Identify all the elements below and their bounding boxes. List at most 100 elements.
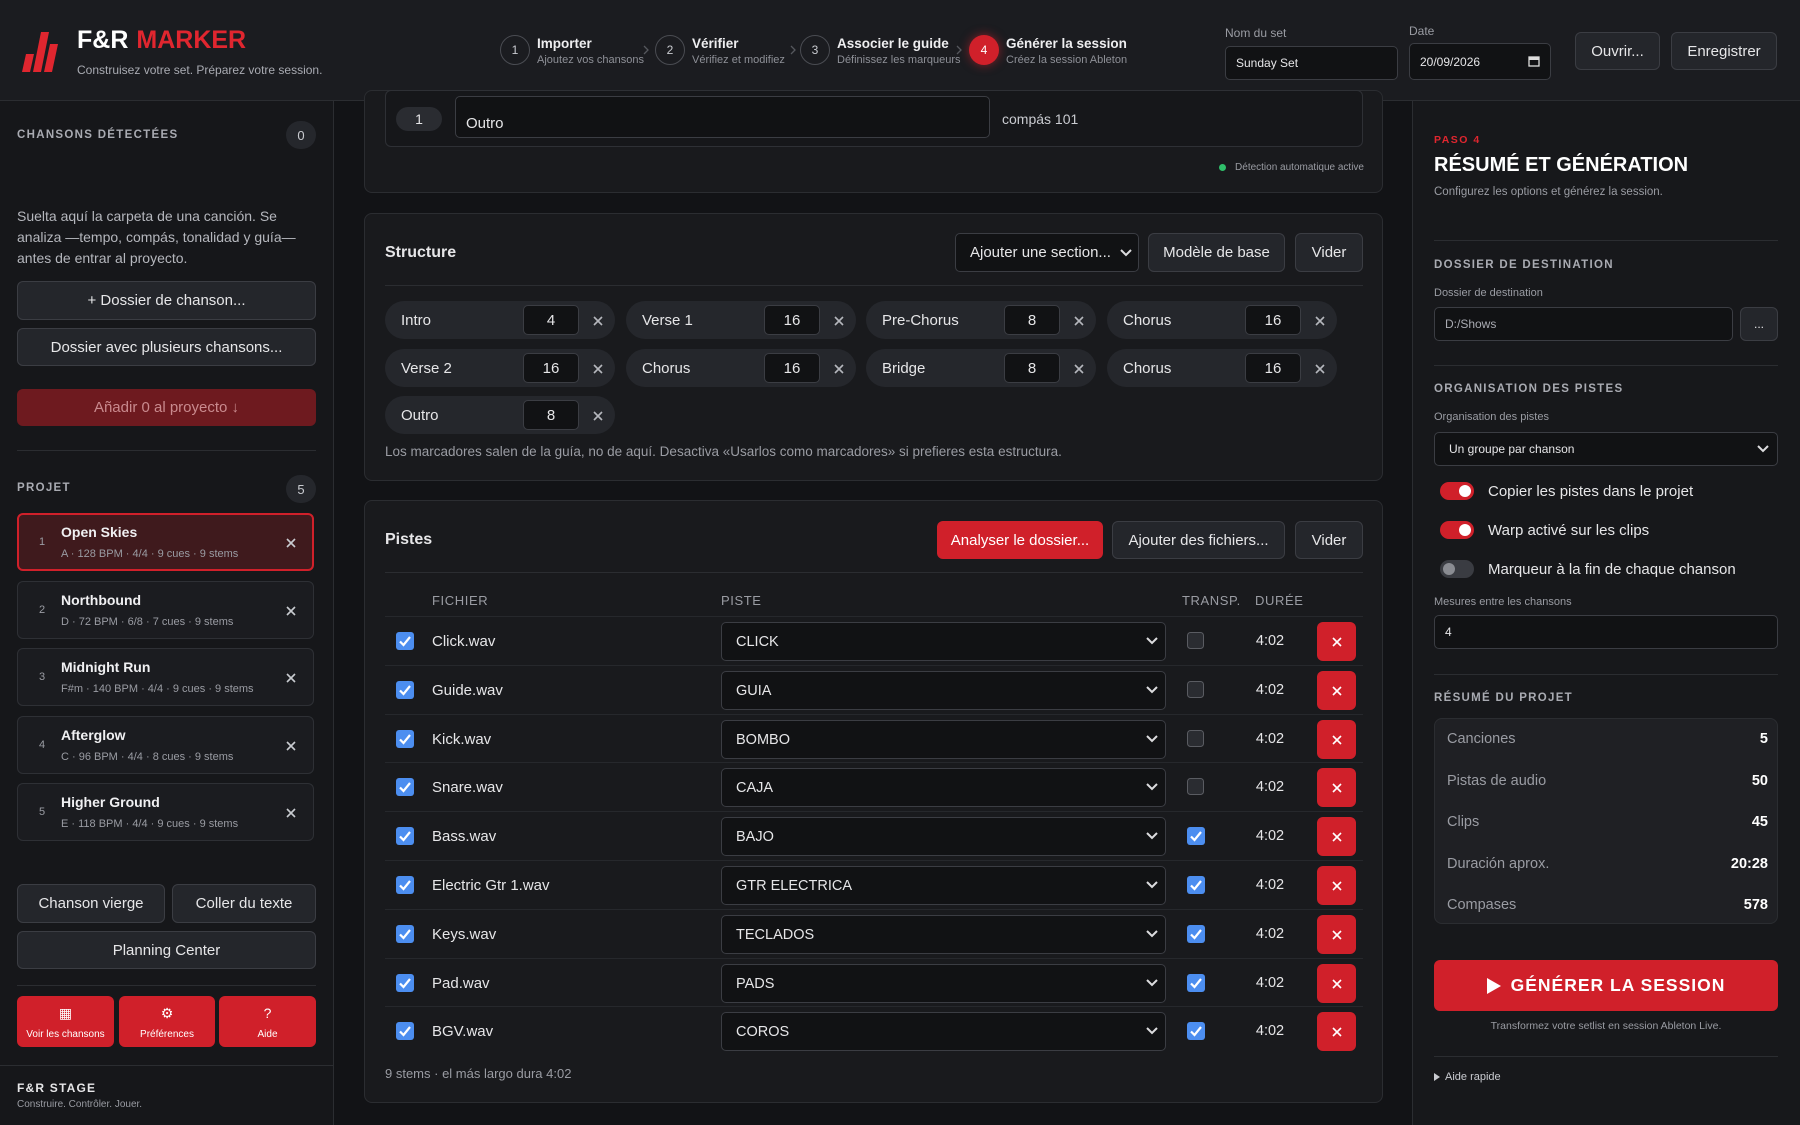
paste-text-button[interactable]: Coller du texte — [172, 884, 316, 923]
add-folder-button[interactable]: + Dossier de chanson... — [17, 281, 316, 320]
song-title: Higher Ground — [61, 794, 160, 810]
song-number: 2 — [38, 604, 46, 616]
icon-shape — [1187, 827, 1205, 845]
destination-input[interactable]: D:/Shows — [1434, 307, 1733, 341]
analyze-button[interactable]: Analyser le dossier... — [937, 521, 1103, 559]
clear-button[interactable]: Vider — [1295, 521, 1363, 559]
file-name: Bass.wav — [432, 827, 497, 845]
section-bars-input[interactable]: 8 — [1004, 305, 1060, 335]
summary-label: Clips — [1447, 814, 1480, 830]
section-bars-input[interactable]: 16 — [1245, 353, 1301, 383]
icon-shape — [396, 632, 414, 650]
base-model-button[interactable]: Modèle de base — [1148, 233, 1285, 272]
track-select[interactable]: GUIA — [721, 671, 1166, 710]
section-bars-input[interactable]: 16 — [523, 353, 579, 383]
icon-shape — [396, 681, 414, 699]
card-title: Structure — [385, 244, 457, 261]
song-card[interactable] — [17, 783, 314, 841]
add-to-project-button[interactable]: Añadir 0 al proyecto ↓ — [17, 389, 316, 426]
calendar-icon — [1528, 56, 1540, 67]
song-meta: D · 72 BPM · 6/8 · 7 cues · 9 stems — [61, 616, 234, 628]
song-card[interactable] — [17, 648, 314, 706]
toggle-knob — [1459, 524, 1471, 536]
track-select[interactable]: CLICK — [721, 622, 1166, 661]
icon-shape — [396, 827, 414, 845]
nav-button[interactable] — [17, 996, 114, 1047]
section-name: Pre-Chorus — [882, 311, 959, 329]
step-title: Vérifier — [692, 35, 739, 51]
nav-button[interactable] — [219, 996, 316, 1047]
icon-shape — [1187, 876, 1205, 894]
file-name: Electric Gtr 1.wav — [432, 876, 550, 894]
icon-shape — [834, 316, 844, 326]
summary-value: 45 — [1751, 814, 1768, 830]
set-name-input[interactable]: Sunday Set — [1225, 46, 1398, 80]
step-title: Associer le guide — [837, 35, 949, 51]
date-input[interactable]: 20/09/2026 — [1409, 43, 1551, 80]
file-name: Keys.wav — [432, 925, 497, 943]
blank-song-button[interactable]: Chanson vierge — [17, 884, 165, 923]
icon-shape — [286, 741, 296, 751]
clear-button[interactable]: Vider — [1295, 233, 1363, 272]
song-meta: E · 118 BPM · 4/4 · 9 cues · 9 stems — [61, 818, 239, 830]
track-select[interactable]: COROS — [721, 1012, 1166, 1051]
section-bars-input[interactable]: 4 — [523, 305, 579, 335]
include-checkbox — [396, 876, 414, 894]
step-title: Générer la session — [1006, 35, 1127, 51]
browse-button[interactable]: ... — [1740, 307, 1778, 341]
duration: 4:02 — [1255, 828, 1285, 844]
song-card[interactable] — [17, 716, 314, 774]
transpose-checkbox — [1187, 681, 1204, 698]
section-bars-input[interactable]: 8 — [523, 400, 579, 430]
marker-name-input[interactable]: Outro — [455, 96, 990, 138]
track-select[interactable]: BAJO — [721, 817, 1166, 856]
marker-position: compás 101 — [1002, 111, 1079, 127]
generate-button[interactable]: GÉNÉRER LA SESSION — [1434, 960, 1778, 1011]
open-button[interactable]: Ouvrir... — [1575, 32, 1660, 70]
nav-label: Préférences — [140, 1028, 194, 1040]
select-caret — [1146, 930, 1158, 938]
section-bars-input[interactable]: 16 — [1245, 305, 1301, 335]
section-name: Verse 2 — [401, 359, 452, 377]
remove-icon — [1332, 832, 1342, 842]
section-bars-input[interactable]: 16 — [764, 305, 820, 335]
auto-detect: Détection automatique active — [1235, 161, 1364, 173]
track-select[interactable]: TECLADOS — [721, 915, 1166, 954]
song-card[interactable] — [17, 581, 314, 639]
select-caret — [1146, 881, 1158, 889]
section-bars-input[interactable]: 16 — [764, 353, 820, 383]
track-select[interactable]: CAJA — [721, 768, 1166, 807]
organization-select[interactable]: Un groupe par chanson — [1434, 432, 1778, 466]
select-caret — [1146, 735, 1158, 743]
song-card[interactable] — [17, 513, 314, 571]
add-files-button[interactable]: Ajouter des fichiers... — [1112, 521, 1285, 559]
section-bars-input[interactable]: 8 — [1004, 353, 1060, 383]
toggle-knob — [1459, 485, 1471, 497]
summary-label: Compases — [1447, 897, 1517, 913]
nav-label: Voir les chansons — [26, 1028, 105, 1040]
add-section-select[interactable]: Ajouter une section... — [955, 233, 1139, 272]
tracks-footer: 9 stems · el más largo dura 4:02 — [385, 1065, 572, 1081]
icon-shape — [834, 364, 844, 374]
bars-between-input[interactable]: 4 — [1434, 615, 1778, 649]
icon-shape — [1190, 831, 1202, 842]
multi-folder-button[interactable]: Dossier avec plusieurs chansons... — [17, 328, 316, 366]
save-button[interactable]: Enregistrer — [1671, 32, 1777, 70]
divider — [385, 572, 1363, 573]
section-heading: CHANSONS DÉTECTÉES — [17, 129, 179, 141]
track-select[interactable]: PADS — [721, 964, 1166, 1003]
icon-shape — [1190, 880, 1202, 891]
nav-button[interactable] — [119, 996, 215, 1047]
remove-icon — [834, 364, 844, 374]
remove-icon — [1332, 637, 1342, 647]
summary-value: 578 — [1743, 897, 1768, 913]
quick-help[interactable]: Aide rapide — [1445, 1071, 1501, 1083]
icon-shape — [399, 734, 411, 745]
remove-icon — [1332, 979, 1342, 989]
song-number: 5 — [38, 806, 46, 818]
select-caret — [1757, 445, 1769, 453]
track-select[interactable]: GTR ELECTRICA — [721, 866, 1166, 905]
track-select[interactable]: BOMBO — [721, 720, 1166, 759]
transpose-checkbox — [1187, 876, 1205, 894]
planning-center-button[interactable]: Planning Center — [17, 931, 316, 969]
